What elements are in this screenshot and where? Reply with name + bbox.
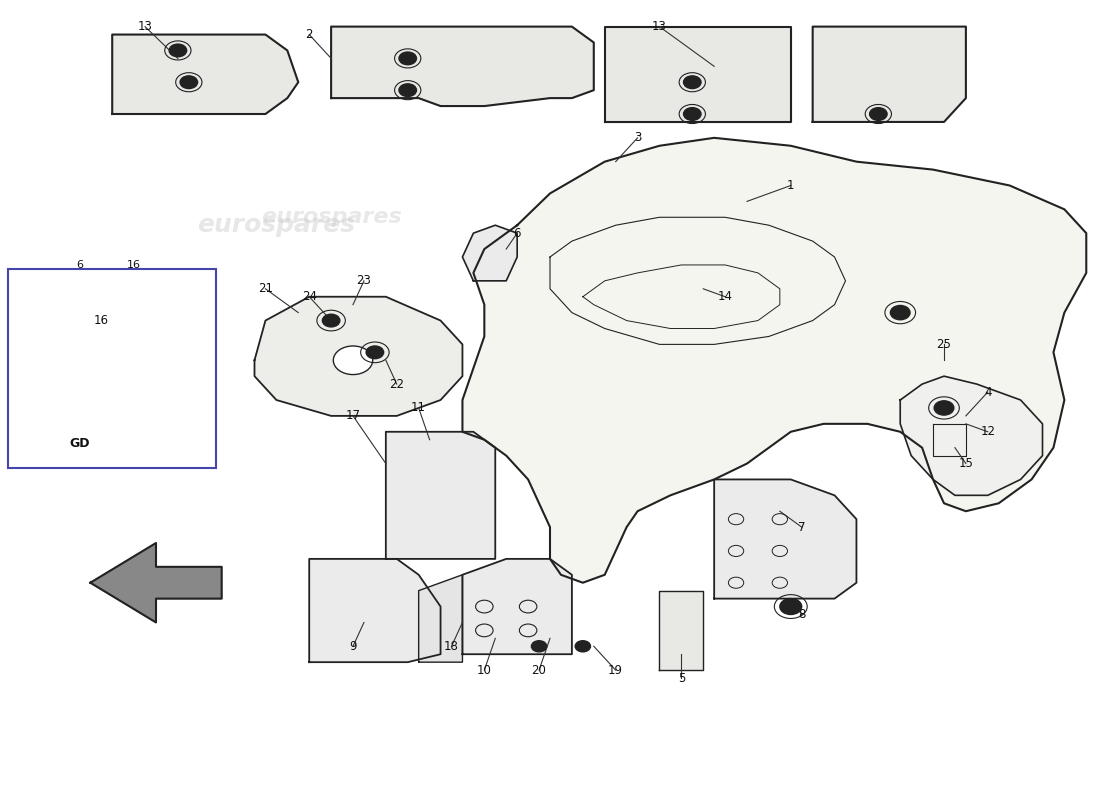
Circle shape — [683, 76, 701, 89]
Circle shape — [890, 306, 910, 320]
Text: 17: 17 — [345, 410, 361, 422]
Circle shape — [575, 641, 591, 652]
Text: 22: 22 — [389, 378, 405, 390]
Polygon shape — [35, 305, 123, 384]
Polygon shape — [659, 590, 703, 670]
Text: 15: 15 — [958, 457, 974, 470]
Circle shape — [683, 108, 701, 120]
Text: eurospares: eurospares — [197, 214, 355, 238]
Polygon shape — [419, 574, 462, 662]
Polygon shape — [462, 226, 517, 281]
Circle shape — [366, 346, 384, 358]
Circle shape — [333, 346, 373, 374]
Text: 2: 2 — [306, 28, 313, 41]
Text: 13: 13 — [652, 20, 667, 33]
Text: 10: 10 — [477, 664, 492, 677]
Circle shape — [399, 52, 417, 65]
Circle shape — [399, 84, 417, 97]
Polygon shape — [101, 321, 167, 400]
Polygon shape — [714, 479, 857, 598]
Text: 11: 11 — [411, 402, 426, 414]
Circle shape — [322, 314, 340, 327]
Polygon shape — [112, 34, 298, 114]
Text: 18: 18 — [444, 640, 459, 653]
Polygon shape — [813, 26, 966, 122]
Text: 9: 9 — [349, 640, 356, 653]
Polygon shape — [900, 376, 1043, 495]
Text: 8: 8 — [798, 608, 805, 621]
Text: eurospares: eurospares — [676, 207, 817, 227]
Text: 6: 6 — [514, 226, 521, 240]
Text: 19: 19 — [608, 664, 624, 677]
Text: 13: 13 — [138, 20, 153, 33]
Text: eurospares: eurospares — [635, 214, 793, 238]
Text: 6: 6 — [76, 260, 82, 270]
Text: 12: 12 — [980, 426, 996, 438]
Text: 25: 25 — [936, 338, 952, 351]
Circle shape — [780, 598, 802, 614]
Text: 5: 5 — [678, 671, 685, 685]
Text: 7: 7 — [798, 521, 805, 534]
Circle shape — [531, 641, 547, 652]
Text: 1: 1 — [786, 179, 794, 192]
Circle shape — [870, 108, 887, 120]
Text: 14: 14 — [717, 290, 733, 303]
Text: 4: 4 — [984, 386, 991, 398]
Polygon shape — [309, 559, 441, 662]
Text: eurospares: eurospares — [261, 207, 402, 227]
Text: 20: 20 — [531, 664, 547, 677]
Polygon shape — [462, 138, 1087, 582]
Circle shape — [169, 44, 187, 57]
Polygon shape — [386, 432, 495, 559]
Polygon shape — [254, 297, 462, 416]
Text: GD: GD — [69, 437, 89, 450]
Text: 16: 16 — [128, 260, 141, 270]
Text: 3: 3 — [634, 131, 641, 144]
Circle shape — [934, 401, 954, 415]
Circle shape — [180, 76, 198, 89]
Polygon shape — [90, 543, 222, 622]
Text: 16: 16 — [94, 314, 109, 327]
Polygon shape — [331, 26, 594, 106]
FancyBboxPatch shape — [9, 269, 217, 467]
Text: 21: 21 — [257, 282, 273, 295]
Text: 24: 24 — [301, 290, 317, 303]
Polygon shape — [605, 26, 791, 122]
Text: 23: 23 — [356, 274, 372, 287]
Polygon shape — [462, 559, 572, 654]
